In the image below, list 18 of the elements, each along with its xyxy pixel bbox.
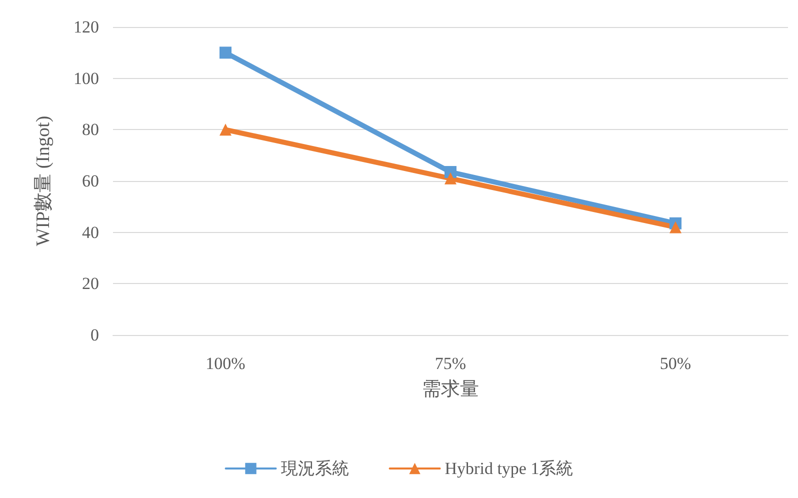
y-tick-label: 120 — [74, 18, 99, 36]
y-axis-title: WIP數量 (Ingot) — [33, 116, 54, 246]
point — [670, 221, 682, 234]
point — [444, 172, 456, 184]
y-tick-label: 60 — [82, 172, 99, 190]
legend-label: Hybrid type 1系統 — [444, 459, 574, 478]
y-tick-label: 40 — [82, 222, 99, 242]
y-tick-label: 100 — [74, 68, 99, 88]
point — [220, 124, 232, 136]
x-tick-label: 100% — [206, 354, 246, 373]
legend-label: 現況系統 — [280, 459, 349, 478]
y-tick-label: 20 — [82, 274, 99, 294]
x-axis-title: 需求量 — [422, 379, 479, 400]
point — [220, 46, 232, 59]
y-tick-label: 0 — [90, 326, 99, 344]
y-tick-label: 80 — [82, 120, 99, 140]
x-tick-label: 75% — [434, 354, 466, 373]
x-tick-label: 50% — [660, 354, 692, 373]
